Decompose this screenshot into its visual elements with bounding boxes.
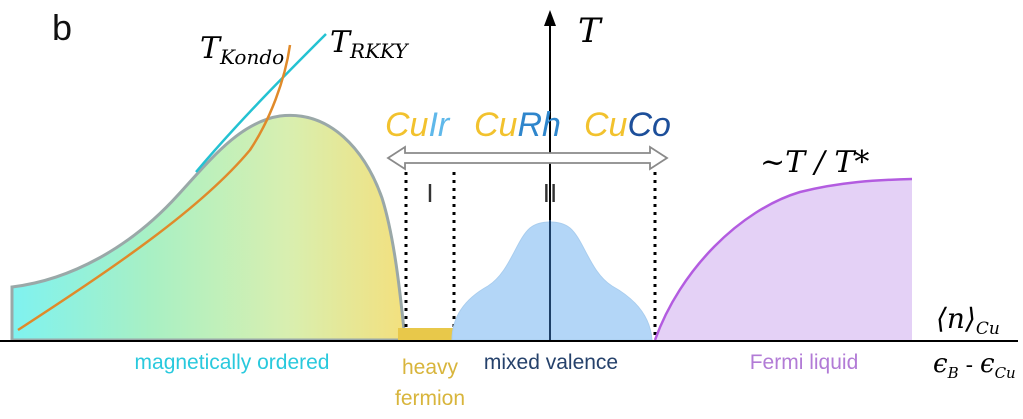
energy-axis-e2: ϵ (980, 349, 995, 379)
occupancy-axis-label-main: ⟨n⟩ (936, 302, 976, 335)
temperature-axis-label: T (578, 11, 603, 51)
heavy-fermion-label-line2: fermion (395, 387, 465, 410)
compound-label-2: CuRh (474, 106, 561, 144)
compound-label-1: CuIr (385, 106, 451, 144)
rkky-label-base: T (330, 25, 352, 60)
energy-axis-e1: ϵ (933, 349, 948, 379)
occupancy-axis-label-sub: Cu (976, 319, 1000, 339)
heavy-fermion-label-line1: heavy (402, 356, 459, 379)
compound-label-3: CuCo (584, 106, 671, 144)
region-marker-two: II (543, 178, 557, 208)
fermi-liquid-formula: ~T / T* (760, 145, 869, 180)
panel-label: b (52, 7, 72, 48)
energy-axis-sub2: Cu (995, 364, 1016, 382)
mixed-valence-dome (451, 221, 653, 341)
compound-3-prefix: Cu (584, 106, 628, 144)
magnetic-region-label: magnetically ordered (135, 351, 330, 374)
rkky-label-sub: RKKY (349, 39, 409, 63)
rkky-label: TRKKY (330, 25, 409, 63)
magnetic-dome (10, 113, 407, 342)
compound-1-prefix: Cu (385, 106, 429, 144)
temperature-axis-arrowhead (544, 10, 556, 26)
kondo-label: TKondo (200, 31, 284, 69)
mixed-valence-label: mixed valence (484, 351, 618, 374)
region-marker-one: I (426, 178, 433, 208)
kondo-label-base: T (200, 31, 222, 66)
compound-3-suffix: Co (627, 106, 670, 144)
energy-axis-dash: - (959, 353, 980, 378)
fermi-liquid-label: Fermi liquid (750, 351, 859, 374)
compound-2-prefix: Cu (474, 106, 518, 144)
compound-1-suffix: Ir (428, 106, 450, 144)
energy-axis-sub1: B (947, 364, 959, 382)
svg-text:TRKKY: TRKKY (330, 25, 409, 63)
compound-range-arrow (386, 145, 669, 171)
fermi-liquid-region (655, 179, 912, 340)
kondo-curve (17, 44, 292, 332)
compound-2-suffix: Rh (517, 106, 560, 144)
rkky-curve (195, 33, 327, 173)
occupancy-axis-label: ⟨n⟩Cu (936, 302, 1000, 339)
kondo-label-sub: Kondo (219, 45, 284, 69)
fermi-liquid-curve (653, 177, 913, 341)
energy-axis-label: ϵB - ϵCu (933, 349, 1016, 382)
svg-text:TKondo: TKondo (200, 31, 284, 69)
heavy-fermion-bar (398, 328, 460, 342)
